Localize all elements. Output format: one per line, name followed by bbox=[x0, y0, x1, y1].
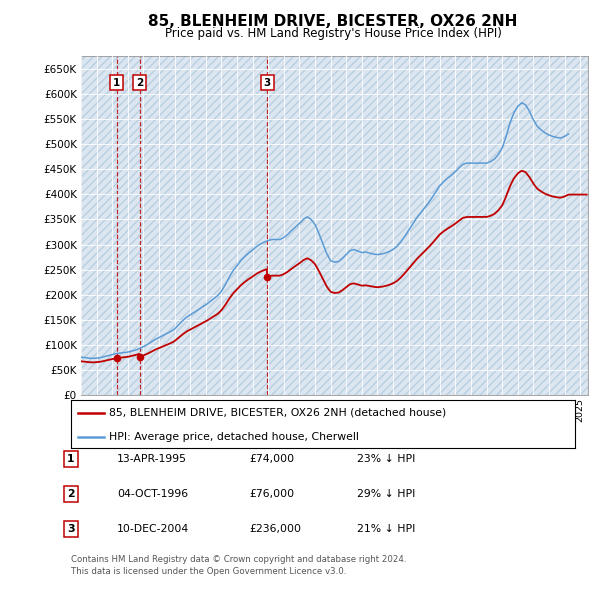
Text: 10-DEC-2004: 10-DEC-2004 bbox=[117, 524, 189, 533]
Text: 04-OCT-1996: 04-OCT-1996 bbox=[117, 489, 188, 499]
Text: 29% ↓ HPI: 29% ↓ HPI bbox=[357, 489, 415, 499]
Text: Contains HM Land Registry data © Crown copyright and database right 2024.
This d: Contains HM Land Registry data © Crown c… bbox=[71, 555, 406, 576]
Text: 85, BLENHEIM DRIVE, BICESTER, OX26 2NH (detached house): 85, BLENHEIM DRIVE, BICESTER, OX26 2NH (… bbox=[109, 408, 446, 418]
Text: 13-APR-1995: 13-APR-1995 bbox=[117, 454, 187, 464]
Text: 23% ↓ HPI: 23% ↓ HPI bbox=[357, 454, 415, 464]
Text: £236,000: £236,000 bbox=[249, 524, 301, 533]
Text: 3: 3 bbox=[263, 77, 271, 87]
Text: 1: 1 bbox=[67, 454, 74, 464]
Text: £74,000: £74,000 bbox=[249, 454, 294, 464]
Text: £76,000: £76,000 bbox=[249, 489, 294, 499]
Text: 1: 1 bbox=[113, 77, 120, 87]
Text: 21% ↓ HPI: 21% ↓ HPI bbox=[357, 524, 415, 533]
Text: 2: 2 bbox=[67, 489, 74, 499]
Text: HPI: Average price, detached house, Cherwell: HPI: Average price, detached house, Cher… bbox=[109, 432, 358, 442]
Text: 3: 3 bbox=[67, 524, 74, 533]
Text: 2: 2 bbox=[136, 77, 143, 87]
Text: 85, BLENHEIM DRIVE, BICESTER, OX26 2NH: 85, BLENHEIM DRIVE, BICESTER, OX26 2NH bbox=[148, 14, 518, 29]
Text: Price paid vs. HM Land Registry's House Price Index (HPI): Price paid vs. HM Land Registry's House … bbox=[164, 27, 502, 40]
